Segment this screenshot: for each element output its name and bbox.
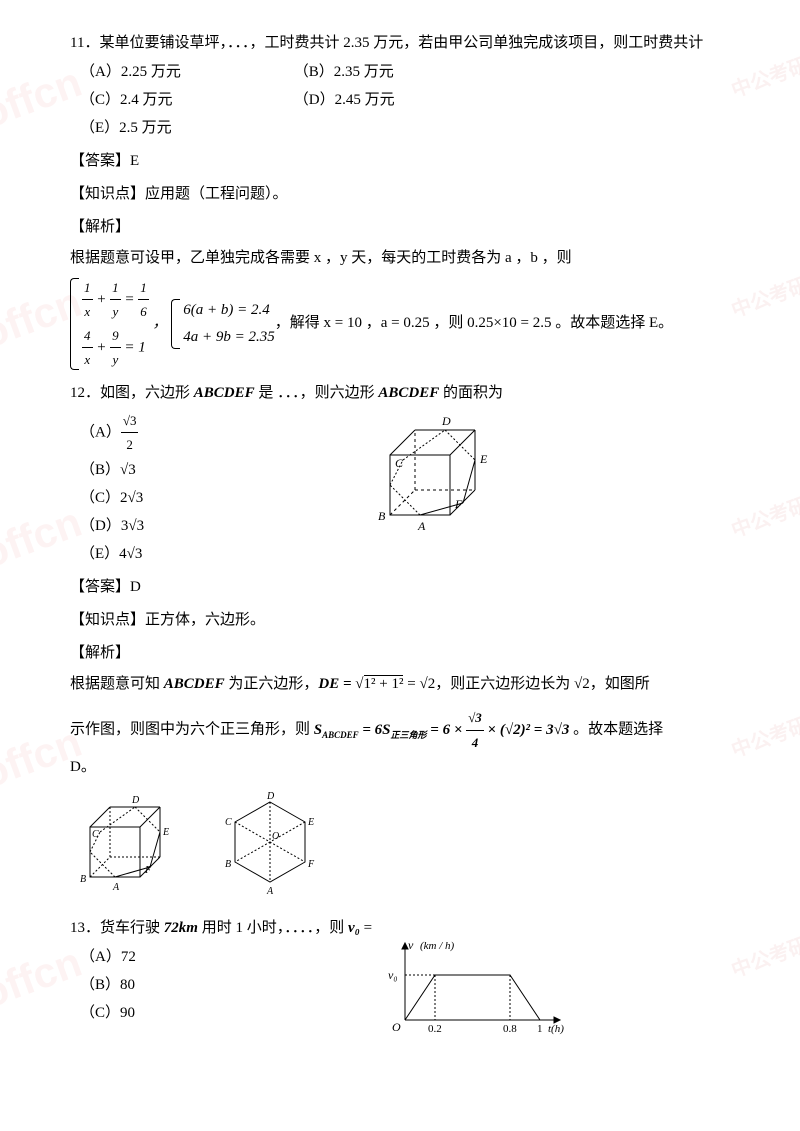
- q12-bottom-diagrams: A B C D E F D E F A B C O: [70, 787, 730, 907]
- svg-text:C: C: [92, 829, 99, 840]
- svg-text:E: E: [479, 452, 488, 466]
- svg-text:O: O: [392, 1020, 401, 1034]
- q13-number: 13．: [70, 920, 100, 936]
- hexagon-diagram: D E F A B C O: [210, 787, 330, 907]
- q11-analysis-text: 根据题意可设甲，乙单独完成各需要 x ，y 天，每天的工时费各为 a ，b ，则: [70, 245, 730, 272]
- watermark-cn: 中公考研: [726, 927, 800, 988]
- q12-analysis-line3: D。: [70, 754, 730, 781]
- svg-text:F: F: [454, 497, 463, 511]
- svg-text:(km / h): (km / h): [420, 940, 455, 952]
- q11-body: 某单位要铺设草坪，．．．，工时费共计 2.35 万元，若由甲公司单独完成该项目，…: [99, 35, 703, 51]
- svg-text:0.2: 0.2: [428, 1023, 442, 1035]
- svg-text:E: E: [162, 827, 169, 838]
- q11-option-e: （E）2.5 万元: [80, 115, 290, 142]
- q12-analysis-line1: 根据题意可知 ABCDEF 为正六边形，DE = √1² + 1² = √2，则…: [70, 671, 730, 698]
- svg-text:B: B: [378, 509, 386, 523]
- question-13: 13．货车行驶 72km 用时 1 小时，．．．．，则 v₀ = （A）72 （…: [70, 915, 730, 1027]
- q12-analysis-label: 【解析】: [70, 640, 730, 667]
- q11-analysis-label: 【解析】: [70, 214, 730, 241]
- q12-analysis-line2: 示作图，则图中为六个正三角形，则 SABCDEF = 6S正三角形 = 6 × …: [70, 706, 730, 754]
- cube-diagram-small: A B C D E F: [70, 787, 190, 907]
- svg-text:B: B: [80, 874, 86, 885]
- q11-options: （A）2.25 万元 （B）2.35 万元 （C）2.4 万元 （D）2.45 …: [80, 59, 730, 142]
- q11-knowledge: 【知识点】应用题（工程问题）。: [70, 181, 730, 208]
- svg-text:1: 1: [537, 1023, 543, 1035]
- q11-number: 11．: [70, 35, 99, 51]
- watermark-cn: 中公考研: [726, 707, 800, 768]
- svg-text:D: D: [266, 791, 275, 802]
- q11-equations: 1x + 1y = 16 4x + 9y = 1 ， 6(a + b) = 2.…: [70, 276, 730, 372]
- q11-solve: ，解得 x = 10 ，a = 0.25 ，则 0.25×10 = 2.5 。故…: [275, 315, 673, 331]
- q12-text: 12．如图，六边形 ABCDEF 是 ．．．，则六边形 ABCDEF 的面积为: [70, 380, 730, 407]
- svg-text:A: A: [112, 882, 120, 893]
- svg-text:C: C: [395, 456, 404, 470]
- watermark-cn: 中公考研: [726, 47, 800, 108]
- svg-text:E: E: [307, 817, 314, 828]
- cube-diagram: A B C D E F: [360, 405, 510, 555]
- svg-text:F: F: [307, 859, 315, 870]
- svg-text:D: D: [131, 795, 140, 806]
- q12-number: 12．: [70, 385, 100, 401]
- svg-text:v₀: v₀: [388, 968, 398, 982]
- q12-knowledge: 【知识点】正方体，六边形。: [70, 607, 730, 634]
- q11-option-a: （A）2.25 万元: [80, 59, 290, 86]
- q11-text: 11．某单位要铺设草坪，．．．，工时费共计 2.35 万元，若由甲公司单独完成该…: [70, 30, 730, 57]
- svg-text:0.8: 0.8: [503, 1023, 517, 1035]
- svg-text:A: A: [266, 886, 274, 897]
- svg-text:F: F: [144, 865, 152, 876]
- svg-text:C: C: [225, 817, 232, 828]
- svg-text:t(h): t(h): [548, 1023, 564, 1035]
- svg-text:O: O: [272, 831, 279, 842]
- svg-text:D: D: [441, 414, 451, 428]
- q12-answer: 【答案】D: [70, 574, 730, 601]
- svg-text:B: B: [225, 859, 231, 870]
- question-11: 11．某单位要铺设草坪，．．．，工时费共计 2.35 万元，若由甲公司单独完成该…: [70, 30, 730, 372]
- svg-text:A: A: [417, 519, 426, 533]
- watermark-cn: 中公考研: [726, 487, 800, 548]
- question-12: 12．如图，六边形 ABCDEF 是 ．．．，则六边形 ABCDEF 的面积为 …: [70, 380, 730, 908]
- q11-answer: 【答案】E: [70, 148, 730, 175]
- watermark-cn: 中公考研: [726, 267, 800, 328]
- q11-option-c: （C）2.4 万元: [80, 87, 290, 114]
- q11-option-d: （D）2.45 万元: [294, 87, 504, 114]
- svg-text:v: v: [408, 938, 414, 952]
- velocity-graph: v (km / h) v₀ O 0.2 0.8 1 t(h): [380, 935, 580, 1035]
- q11-option-b: （B）2.35 万元: [294, 59, 504, 86]
